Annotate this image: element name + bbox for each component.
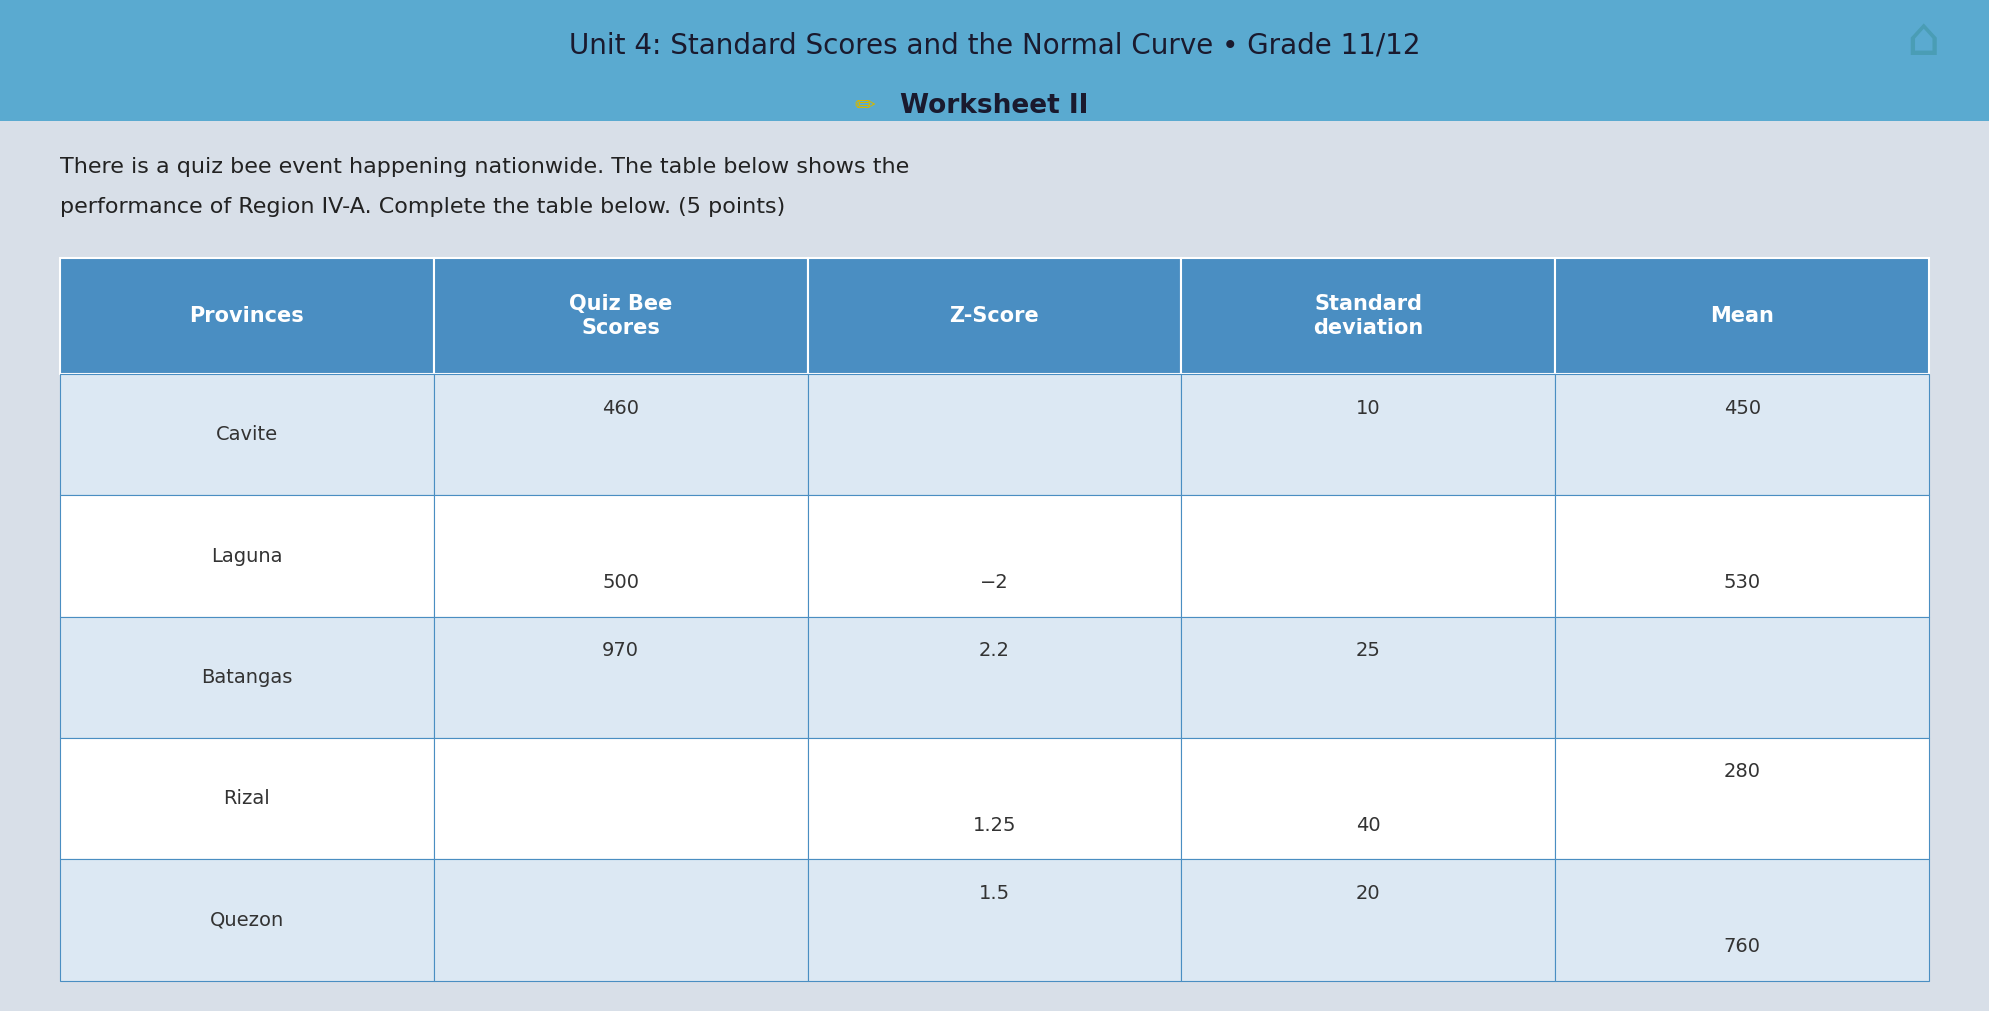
- Text: Z-Score: Z-Score: [949, 306, 1040, 326]
- Bar: [1181, 258, 1555, 374]
- Text: 970: 970: [603, 641, 638, 660]
- Text: 760: 760: [1724, 937, 1760, 956]
- Text: 10: 10: [1356, 398, 1380, 418]
- Bar: [1181, 374, 1555, 495]
- Bar: [434, 258, 808, 374]
- Bar: [808, 859, 1181, 981]
- Bar: [434, 495, 808, 617]
- Text: 2.2: 2.2: [979, 641, 1010, 660]
- Text: Laguna: Laguna: [211, 547, 282, 565]
- Bar: [434, 374, 808, 495]
- Text: −2: −2: [981, 573, 1008, 592]
- Bar: [1555, 258, 1929, 374]
- Bar: [1555, 859, 1929, 981]
- Text: Cavite: Cavite: [215, 426, 278, 444]
- Text: 460: 460: [603, 398, 638, 418]
- Bar: [60, 738, 434, 859]
- Bar: [60, 374, 434, 495]
- Bar: [808, 495, 1181, 617]
- Text: Rizal: Rizal: [223, 790, 271, 808]
- Bar: [434, 617, 808, 738]
- Bar: [434, 738, 808, 859]
- Bar: [808, 617, 1181, 738]
- Text: 280: 280: [1724, 762, 1760, 782]
- Text: 25: 25: [1356, 641, 1380, 660]
- Text: Worksheet II: Worksheet II: [901, 93, 1088, 119]
- Bar: [1555, 617, 1929, 738]
- Bar: [808, 738, 1181, 859]
- Text: 1.25: 1.25: [973, 816, 1016, 835]
- Text: Unit 4: Standard Scores and the Normal Curve • Grade 11/12: Unit 4: Standard Scores and the Normal C…: [569, 31, 1420, 60]
- Text: Quezon: Quezon: [209, 911, 284, 929]
- Bar: [0, 0, 1989, 121]
- Bar: [60, 617, 434, 738]
- Text: 450: 450: [1724, 398, 1760, 418]
- Bar: [1181, 859, 1555, 981]
- Text: 20: 20: [1356, 884, 1380, 903]
- Bar: [1555, 374, 1929, 495]
- Bar: [808, 374, 1181, 495]
- Text: Batangas: Batangas: [201, 668, 292, 686]
- Bar: [60, 859, 434, 981]
- Text: 1.5: 1.5: [979, 884, 1010, 903]
- Text: There is a quiz bee event happening nationwide. The table below shows the: There is a quiz bee event happening nati…: [60, 157, 909, 177]
- Bar: [60, 258, 434, 374]
- Text: Quiz Bee
Scores: Quiz Bee Scores: [569, 294, 672, 338]
- Bar: [1555, 495, 1929, 617]
- Bar: [1555, 738, 1929, 859]
- Bar: [808, 258, 1181, 374]
- Text: performance of Region IV-A. Complete the table below. (5 points): performance of Region IV-A. Complete the…: [60, 197, 786, 217]
- Text: ⌂: ⌂: [1905, 14, 1939, 67]
- Text: 500: 500: [603, 573, 638, 592]
- Bar: [1181, 495, 1555, 617]
- Bar: [1181, 617, 1555, 738]
- Text: Provinces: Provinces: [189, 306, 304, 326]
- Text: 530: 530: [1724, 573, 1760, 592]
- Text: 40: 40: [1356, 816, 1380, 835]
- Text: Mean: Mean: [1711, 306, 1774, 326]
- Bar: [1181, 738, 1555, 859]
- Bar: [434, 859, 808, 981]
- Text: ✏: ✏: [855, 94, 875, 118]
- Bar: [60, 495, 434, 617]
- Text: Standard
deviation: Standard deviation: [1313, 294, 1424, 338]
